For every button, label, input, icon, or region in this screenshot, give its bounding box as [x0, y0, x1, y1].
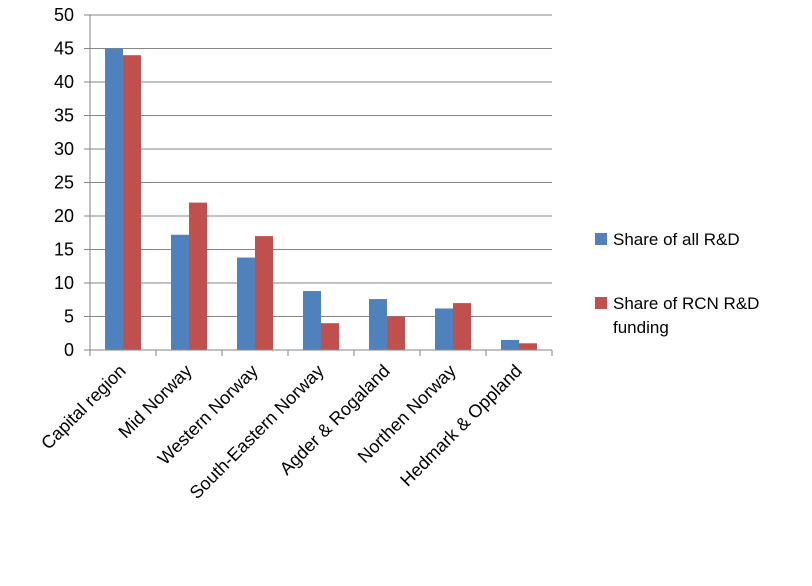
bar-share-rcn-funding [189, 202, 207, 350]
y-tick-label: 50 [54, 5, 74, 25]
y-tick-label: 0 [64, 340, 74, 360]
bar-share-all-rd [303, 291, 321, 350]
bar-share-rcn-funding [123, 55, 141, 350]
y-tick-label: 40 [54, 72, 74, 92]
gridlines [90, 14, 552, 317]
bar-share-all-rd [237, 257, 255, 350]
legend-label: Share of all R&D [613, 230, 740, 249]
y-tick-label: 5 [64, 307, 74, 327]
bar-share-all-rd [105, 48, 123, 350]
x-tick-label: Hedmark & Oppland [396, 361, 525, 490]
bar-share-all-rd [369, 299, 387, 350]
y-tick-label: 10 [54, 273, 74, 293]
x-tick-label: Agder & Rogaland [276, 361, 394, 479]
legend-item-share-all-rd: Share of all R&D [595, 228, 810, 252]
legend-swatch-red [595, 297, 607, 309]
bar-share-rcn-funding [255, 236, 273, 350]
y-tick-label: 30 [54, 139, 74, 159]
axes [84, 14, 553, 356]
y-tick-label: 25 [54, 173, 74, 193]
bar-share-rcn-funding [453, 303, 471, 350]
bar-share-rcn-funding [519, 343, 537, 350]
x-tick-label: Capital region [37, 361, 130, 454]
y-tick-label: 35 [54, 106, 74, 126]
y-tick-label: 20 [54, 206, 74, 226]
y-tick-label: 45 [54, 39, 74, 59]
bars [105, 48, 537, 350]
y-tick-labels: 0 5 10 15 20 25 30 35 40 45 50 [54, 5, 74, 360]
bar-share-rcn-funding [321, 323, 339, 350]
legend-item-share-rcn-funding: Share of RCN R&D funding [595, 292, 810, 340]
legend-label: Share of RCN R&D funding [613, 294, 760, 337]
legend: Share of all R&D Share of RCN R&D fundin… [595, 228, 810, 340]
bar-share-all-rd [435, 308, 453, 350]
bar-share-rcn-funding [387, 316, 405, 350]
legend-swatch-blue [595, 233, 607, 245]
x-tick-label: South-Eastern Norway [186, 361, 328, 503]
bar-share-all-rd [171, 234, 189, 350]
bar-share-all-rd [501, 339, 519, 350]
y-tick-label: 15 [54, 240, 74, 260]
